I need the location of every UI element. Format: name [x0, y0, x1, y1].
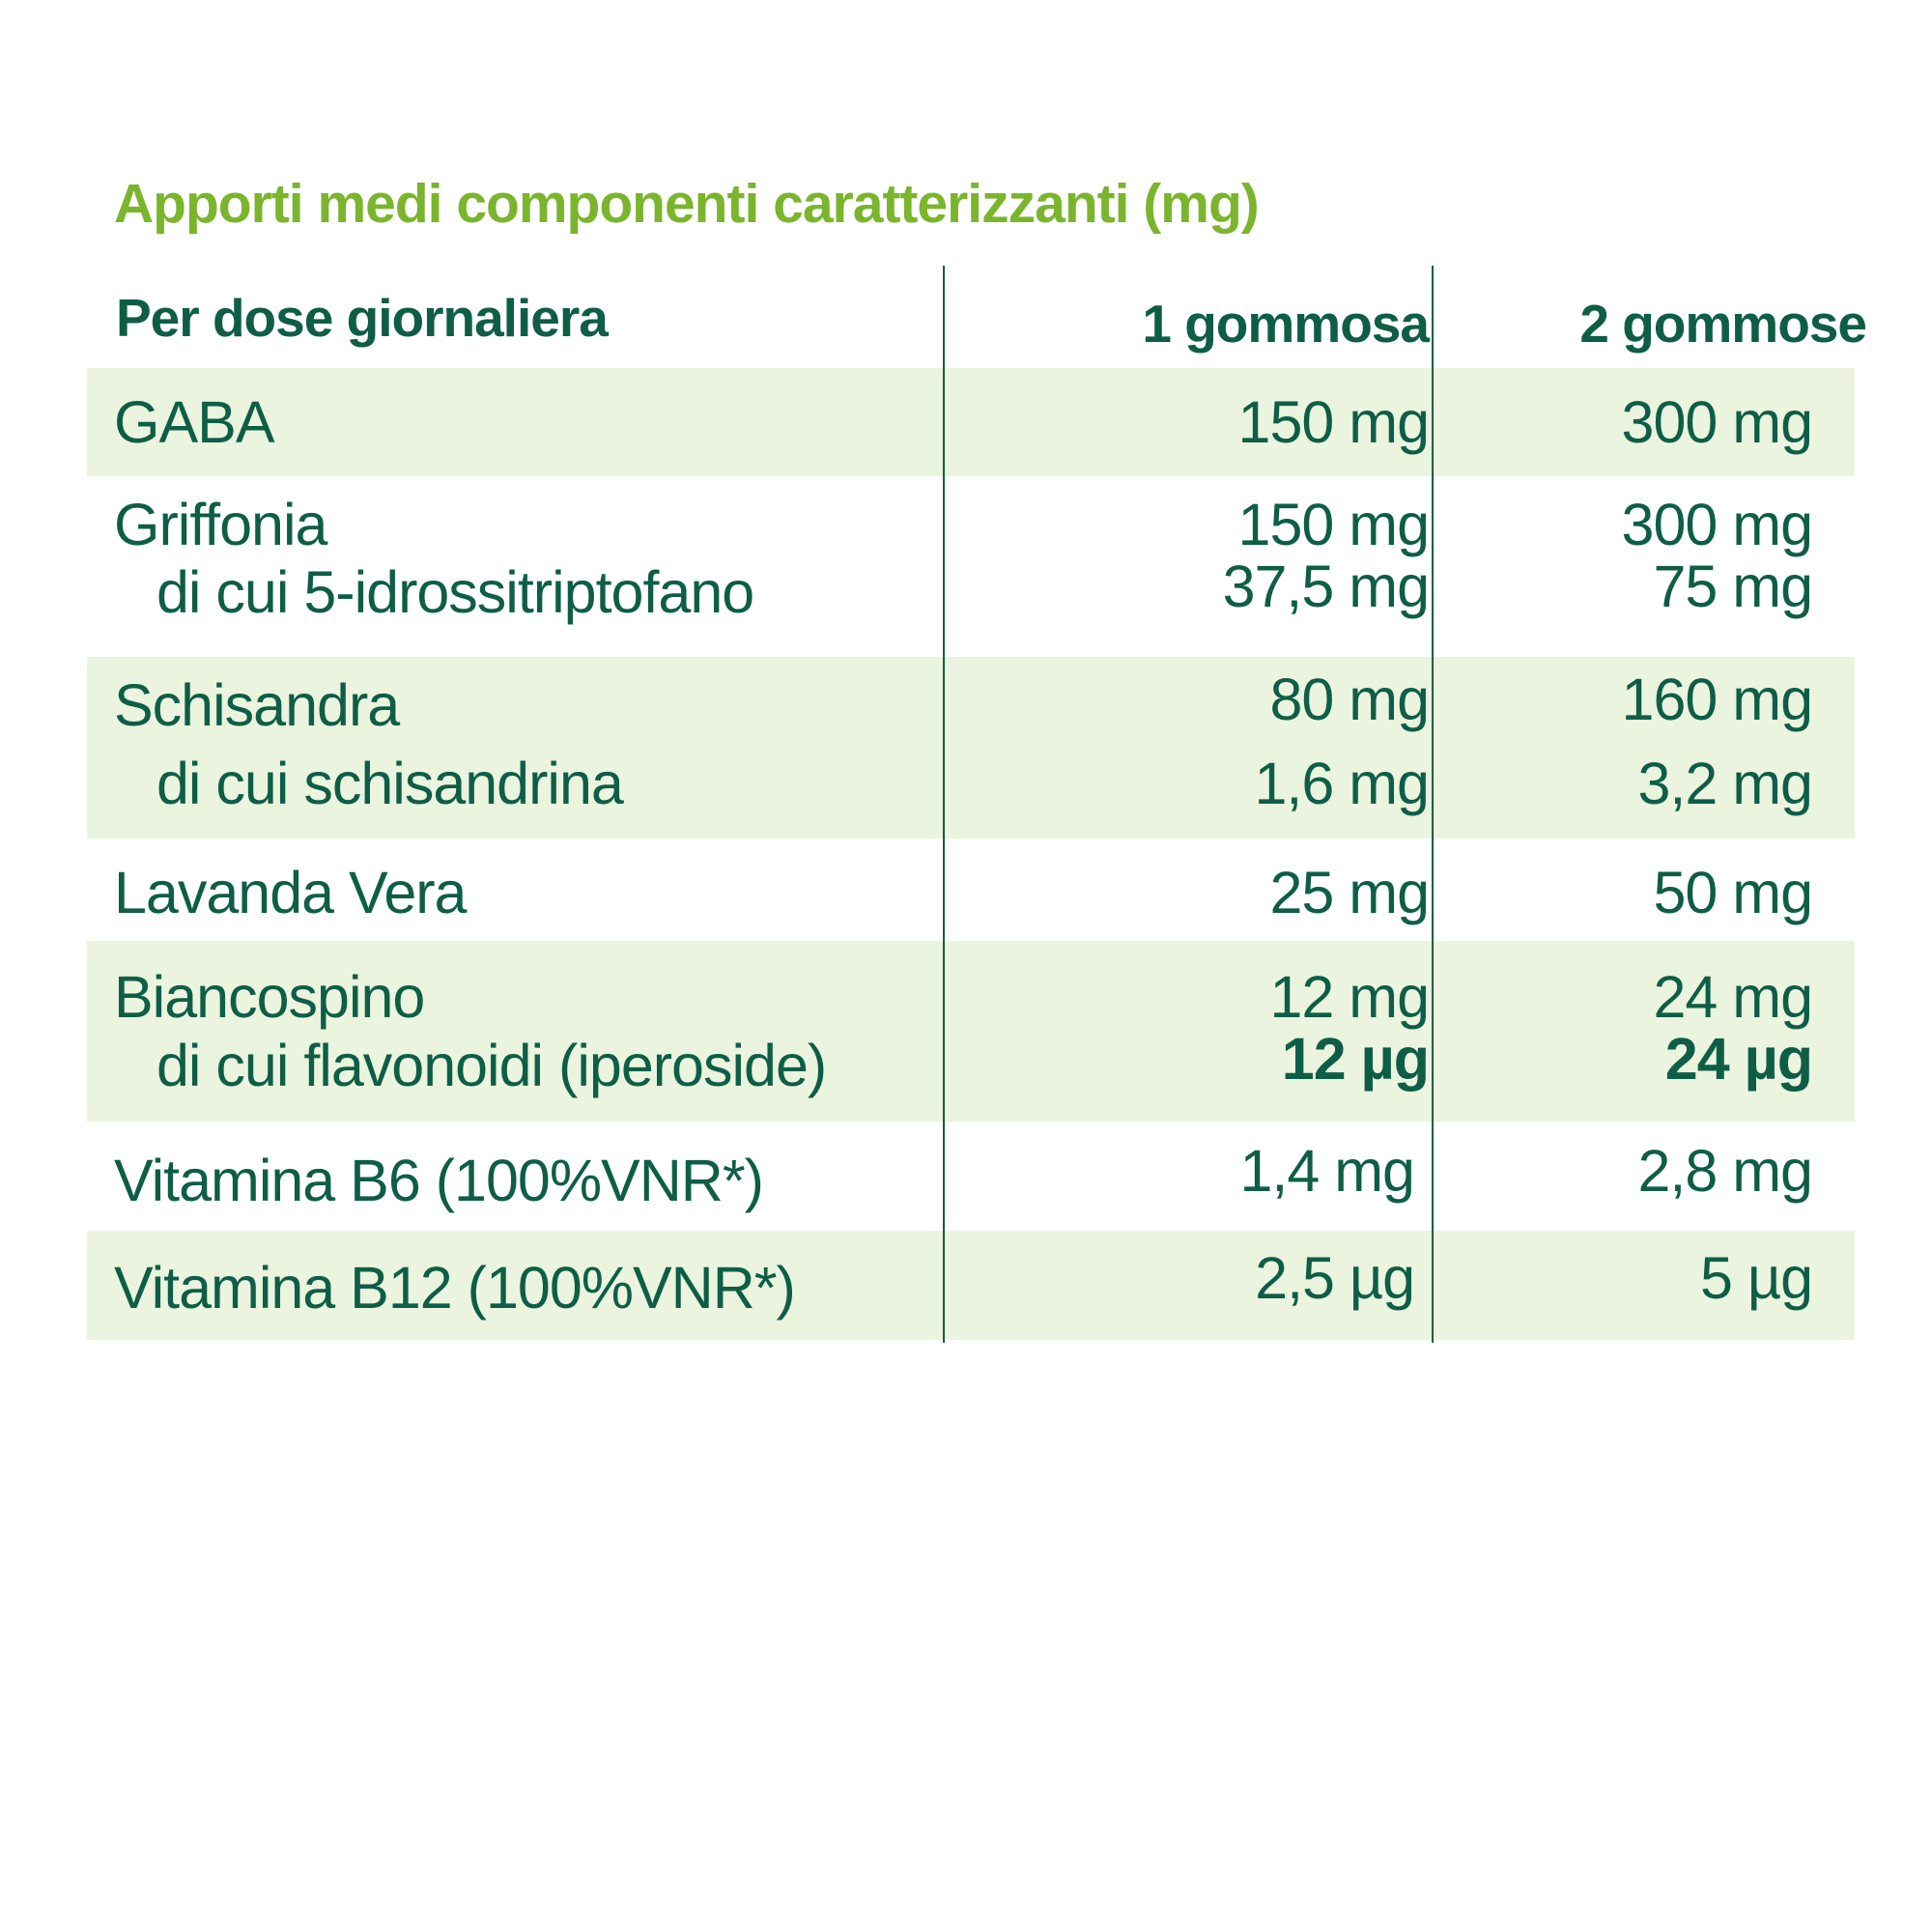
- table-header: Per dose giornaliera 1 gommosa 2 gommose: [87, 266, 1867, 368]
- sub-value-one-gummy: 12 µg: [1281, 1026, 1430, 1092]
- value-two-gummies: 300 mg: [1621, 389, 1813, 455]
- table-row: Vitamina B6 (100%VNR*) 1,4 mg 2,8 mg: [87, 1122, 1855, 1231]
- value-one-gummy: 2,5 µg: [1255, 1245, 1415, 1311]
- value-one-gummy: 150 mg: [1237, 389, 1430, 455]
- table-row: Biancospino 12 mg 24 mg di cui flavonoid…: [87, 941, 1855, 1122]
- column-divider: [1432, 266, 1434, 1343]
- sub-ingredient-name: di cui schisandrina: [156, 751, 624, 816]
- column-divider: [943, 266, 945, 1343]
- ingredient-name: Lavanda Vera: [114, 860, 467, 925]
- value-two-gummies: 160 mg: [1621, 667, 1813, 732]
- sub-value-two-gummies: 75 mg: [1653, 554, 1813, 619]
- sub-value-one-gummy: 1,6 mg: [1254, 751, 1430, 816]
- sub-value-two-gummies: 24 µg: [1664, 1026, 1813, 1092]
- value-one-gummy: 25 mg: [1269, 860, 1430, 925]
- table-title: Apporti medi componenti caratterizzanti …: [114, 173, 1260, 235]
- sub-value-one-gummy: 37,5 mg: [1222, 554, 1430, 619]
- table-row: Vitamina B12 (100%VNR*) 2,5 µg 5 µg: [87, 1231, 1855, 1340]
- ingredient-name: Vitamina B6 (100%VNR*): [114, 1148, 764, 1213]
- value-one-gummy: 12 mg: [1269, 964, 1430, 1030]
- table-row: Lavanda Vera 25 mg 50 mg: [87, 838, 1855, 941]
- value-two-gummies: 24 mg: [1653, 964, 1813, 1030]
- sub-value-two-gummies: 3,2 mg: [1637, 751, 1813, 816]
- ingredient-name: Schisandra: [114, 672, 400, 738]
- sub-ingredient-name: di cui flavonoidi (iperoside): [156, 1033, 827, 1098]
- sub-ingredient-name: di cui 5-idrossitriptofano: [156, 559, 754, 625]
- value-one-gummy: 150 mg: [1237, 492, 1430, 557]
- ingredient-name: Griffonia: [114, 492, 327, 557]
- value-two-gummies: 50 mg: [1653, 860, 1813, 925]
- table-row: GABA 150 mg 300 mg: [87, 368, 1855, 476]
- ingredient-name: Vitamina B12 (100%VNR*): [114, 1255, 796, 1321]
- header-per-dose: Per dose giornaliera: [116, 288, 609, 348]
- value-two-gummies: 300 mg: [1621, 492, 1813, 557]
- value-two-gummies: 2,8 mg: [1637, 1138, 1813, 1204]
- ingredient-name: Biancospino: [114, 964, 425, 1030]
- value-one-gummy: 1,4 mg: [1239, 1138, 1415, 1204]
- table-row: Schisandra 80 mg 160 mg di cui schisandr…: [87, 657, 1855, 838]
- value-two-gummies: 5 µg: [1700, 1245, 1813, 1311]
- ingredient-name: GABA: [114, 389, 275, 455]
- header-one-gummy: 1 gommosa: [1142, 294, 1430, 354]
- header-two-gummies: 2 gommose: [1579, 294, 1867, 354]
- table-row: Griffonia 150 mg 300 mg di cui 5-idrossi…: [87, 476, 1855, 657]
- value-one-gummy: 80 mg: [1269, 667, 1430, 732]
